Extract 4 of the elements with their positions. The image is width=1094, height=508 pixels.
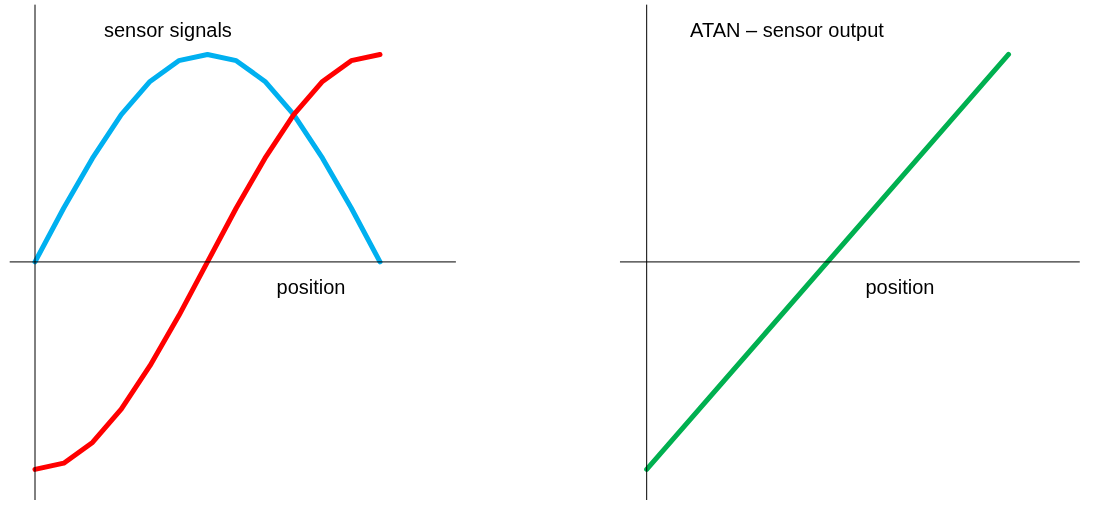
x-axis-title: position (276, 275, 346, 298)
chart-title: ATAN – sensor output (690, 18, 885, 41)
x-axis-title: position (865, 275, 935, 298)
chart-title: sensor signals (104, 18, 232, 41)
